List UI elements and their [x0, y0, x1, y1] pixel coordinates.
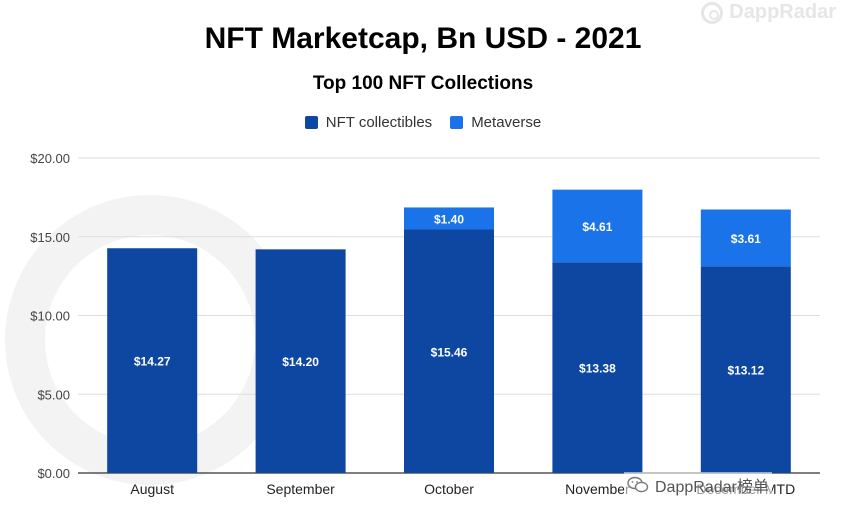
legend-swatch-nft-collectibles — [304, 116, 318, 129]
x-tick-label: September — [266, 481, 335, 497]
wechat-icon — [627, 476, 649, 493]
data-label: $14.27 — [134, 355, 171, 369]
legend-label-nft-collectibles: NFT collectibles — [325, 114, 433, 131]
chart-subtitle: Top 100 NFT Collections — [312, 73, 534, 94]
data-label: $15.46 — [431, 345, 468, 359]
bar-nft-collectibles — [700, 266, 791, 473]
bar-metaverse — [700, 209, 791, 267]
bar-nft-collectibles — [404, 229, 494, 473]
brand-name: DappRadar — [729, 1, 836, 23]
x-tick-label: November — [565, 481, 630, 497]
watermark-text: DappRadar榜单 — [655, 479, 769, 496]
x-tick-label: October — [424, 481, 474, 497]
legend-label-metaverse: Metaverse — [471, 114, 542, 131]
dappradar-logo-icon — [701, 1, 724, 24]
data-label: $3.61 — [731, 232, 761, 246]
legend-swatch-metaverse — [450, 116, 464, 129]
wechat-watermark: DappRadar榜单 — [624, 472, 772, 498]
y-tick-label: $0.00 — [37, 466, 70, 481]
legend-item-metaverse: Metaverse — [450, 114, 541, 131]
data-label: $1.40 — [434, 212, 464, 226]
y-tick-label: $5.00 — [37, 387, 70, 402]
bar-metaverse — [552, 189, 643, 263]
bar-nft-collectibles — [255, 249, 346, 473]
y-tick-label: $20.00 — [30, 151, 70, 166]
bar-nft-collectibles — [552, 262, 643, 473]
data-label: $4.61 — [582, 220, 612, 234]
chart-legend: NFT collectibles Metaverse — [0, 114, 846, 131]
legend-item-nft-collectibles: NFT collectibles — [304, 114, 433, 131]
data-label: $14.20 — [282, 355, 319, 369]
chart-title: NFT Marketcap, Bn USD - 2021 — [204, 22, 642, 55]
bar-nft-collectibles — [107, 248, 198, 473]
brand-watermark: DappRadar — [701, 1, 836, 24]
bar-metaverse — [404, 207, 494, 230]
y-tick-label: $15.00 — [30, 230, 70, 245]
data-label: $13.12 — [727, 364, 764, 378]
y-tick-label: $10.00 — [30, 309, 70, 324]
data-label: $13.38 — [579, 362, 616, 376]
x-tick-label: August — [130, 481, 174, 497]
